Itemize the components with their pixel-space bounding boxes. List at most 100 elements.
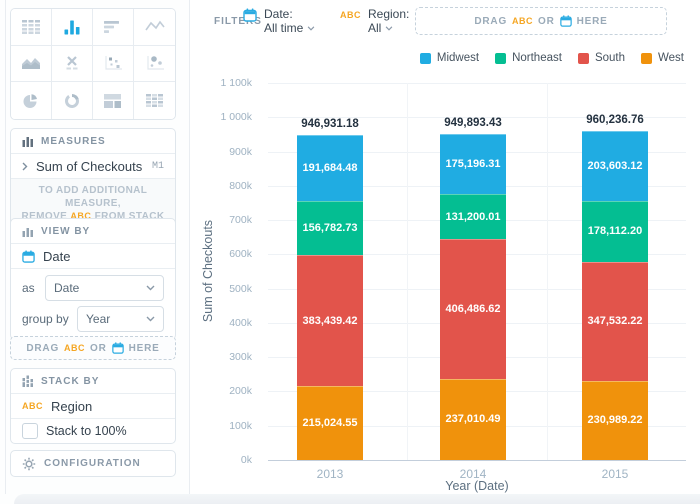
group-by-dropdown[interactable]: Year [77,306,164,332]
drop-here: HERE [128,342,160,354]
bar-segment-west-2015[interactable]: 230,989.22 [582,380,648,460]
bar-segment-midwest-2015[interactable]: 203,603.12 [582,130,648,201]
chart-type-area[interactable] [11,45,52,83]
chart-type-scatter[interactable] [93,45,134,83]
x-axis-title: Year (Date) [445,479,509,493]
y-tick-label: 600k [229,248,252,261]
group-by-dropdown-value: Year [86,312,111,326]
legend-swatch [419,52,431,64]
stack-to-100-label: Stack to 100% [46,424,127,438]
x-tick-label: 2013 [316,467,344,481]
legend-item-south[interactable]: South [577,52,625,64]
date-filter-value: All time [264,21,304,35]
chart-type-horizontal-bar[interactable] [93,9,134,46]
view-by-bars-icon [22,228,33,237]
abc-chip: ABC [22,401,43,411]
chart-type-table[interactable] [11,9,52,46]
expand-chevron-icon [22,162,28,170]
bar-segment-value: 131,200.01 [445,210,501,223]
view-by-field-label: Date [43,248,71,264]
legend-swatch [641,52,652,64]
line-chart-icon [144,20,165,31]
stack-to-100-row[interactable]: Stack to 100% [11,418,175,443]
y-tick-label: 300k [229,351,252,364]
abc-chip: ABC [70,211,92,221]
y-axis-title: Sum of Checkouts [201,219,215,323]
y-tick-label: 800k [229,179,252,192]
chart-type-bubble[interactable] [134,45,175,83]
region-filter[interactable]: ABC Region: All [340,7,409,35]
chart-type-pivot-table[interactable] [134,82,175,119]
stack-to-100-checkbox[interactable] [22,423,38,439]
legend-item-west[interactable]: West [641,52,684,64]
measure-label: Sum of Checkouts [36,158,143,174]
bubble-chart-icon [146,56,164,71]
bar-segment-west-2013[interactable]: 215,024.55 [297,386,363,460]
pie-chart-icon [23,93,37,108]
gear-icon [22,457,36,470]
bar-segment-northeast-2014[interactable]: 131,200.01 [440,194,506,240]
chart-type-kpi[interactable] [52,45,93,83]
legend-item-northeast[interactable]: Northeast [495,52,562,64]
chart-legend: Midwest Northeast South West [419,52,684,64]
stack-by-field-region[interactable]: ABC Region [11,393,175,418]
bar-segment-value: 215,024.55 [302,417,358,430]
hint-line2-pre: REMOVE [21,211,68,222]
treemap-icon [104,93,121,108]
pivot-table-icon [145,93,163,107]
x-tick-label: 2014 [459,467,487,481]
as-label: as [22,281,35,295]
configuration-section[interactable]: CONFIGURATION [10,450,176,477]
bar-total-label: 946,931.18 [301,118,359,131]
date-filter[interactable]: Date: All time [243,7,315,35]
as-dropdown-value: Date [54,281,80,295]
bar-segment-west-2014[interactable]: 237,010.49 [440,378,506,460]
chart-type-bar-selected[interactable] [52,9,93,46]
area-chart-icon [22,58,40,70]
chart-type-donut[interactable] [52,82,93,119]
donut-chart-icon [65,93,79,108]
view-by-field-date[interactable]: Date [11,243,175,268]
stack-by-header[interactable]: STACK BY [11,369,175,393]
bar-segment-midwest-2013[interactable]: 191,684.48 [297,135,363,202]
gridline [268,83,686,84]
stack-by-title: STACK BY [41,375,100,387]
chart-type-treemap[interactable] [93,82,134,119]
chart-type-line[interactable] [134,9,175,46]
chart-type-pie[interactable] [11,82,52,119]
chevron-down-icon [146,285,155,291]
measures-header[interactable]: MEASURES [11,129,175,153]
horizontal-bar-icon [104,20,119,33]
bar-segment-south-2014[interactable]: 406,486.62 [440,239,506,379]
bar-segment-south-2015[interactable]: 347,532.22 [582,261,648,381]
panel-divider[interactable] [189,0,190,496]
bar-segment-northeast-2015[interactable]: 178,112.20 [582,200,648,262]
as-dropdown[interactable]: Date [45,275,164,301]
stack-by-icon [22,375,33,387]
sidebar-panel: MEASURES Sum of Checkouts M1 TO ADD ADDI… [0,0,190,504]
y-tick-label: 900k [229,145,252,158]
view-by-options: as Date group by Year [11,268,175,339]
measures-bars-icon [22,137,33,147]
stack-by-section: STACK BY ABC Region Stack to 100% [10,368,176,444]
legend-label: South [594,52,625,64]
plot-area: 0k 100k 200k 300k 400k 500k 600k 700k 800k 900k 1 … [190,42,700,504]
y-tick-label: 1 100k [220,77,252,89]
horizontal-scrollbar[interactable] [14,494,700,504]
date-filter-label: Date: [264,7,293,21]
legend-item-midwest[interactable]: Midwest [419,52,479,64]
bar-segment-value: 191,684.48 [302,162,358,175]
view-by-drop-zone[interactable]: DRAG ABC OR HERE [10,336,176,360]
bar-segment-northeast-2013[interactable]: 156,782.73 [297,201,363,255]
filter-drop-zone[interactable]: DRAG ABC OR HERE [415,7,667,35]
bar-segment-midwest-2014[interactable]: 175,196.31 [440,134,506,195]
measures-title: MEASURES [41,135,106,147]
bar-segment-south-2013[interactable]: 383,439.42 [297,254,363,387]
y-tick-label: 1 000k [220,111,252,124]
chevron-down-icon [308,25,315,31]
chevron-down-icon [386,25,393,31]
region-filter-label: Region: [368,7,410,21]
measure-row-sum-of-checkouts[interactable]: Sum of Checkouts M1 [11,153,175,178]
bar-total-label: 949,893.43 [444,117,502,130]
view-by-header[interactable]: VIEW BY [11,219,175,243]
